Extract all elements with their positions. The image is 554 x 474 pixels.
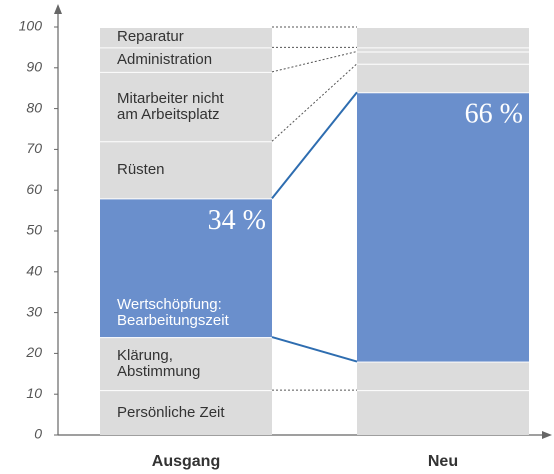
bar-segment [100, 198, 272, 338]
legend-label: Administration [117, 50, 213, 68]
bar-segment [100, 47, 272, 72]
y-tick-label: 0 [34, 426, 42, 442]
bar-segment [357, 390, 529, 435]
x-axis-arrow [542, 431, 552, 439]
bar-segment [100, 390, 272, 435]
bar-segment [357, 92, 529, 362]
y-tick-label: 80 [26, 99, 42, 115]
x-tick-label: Neu [428, 453, 458, 470]
x-tick-label: Ausgang [152, 453, 220, 470]
value-label: 66 % [465, 99, 523, 130]
legend-label: Mitarbeiter nicht am Arbeitsplatz [117, 89, 224, 123]
y-axis-arrow [54, 4, 62, 14]
y-tick-label: 60 [26, 181, 42, 197]
legend-label: Reparatur [117, 28, 184, 46]
legend-label: Klärung, Abstimmung [117, 346, 201, 380]
bar-segment [100, 27, 272, 48]
bar-segment [100, 141, 272, 199]
connector [271, 336, 358, 363]
y-tick-label: 50 [26, 222, 42, 238]
y-tick-label: 10 [26, 385, 42, 401]
y-tick-label: 40 [26, 263, 42, 279]
legend-label: Wertschöpfung: Bearbeitungszeit [117, 296, 229, 330]
y-tick-label: 100 [19, 18, 43, 34]
bar-segment [100, 337, 272, 391]
value-label: 34 % [208, 205, 266, 236]
bar-segment [357, 47, 529, 52]
bar-segment [357, 63, 529, 93]
legend-label: Persönliche Zeit [117, 403, 225, 421]
connector [271, 91, 358, 199]
y-tick-label: 30 [26, 303, 42, 319]
bar-segment [100, 71, 272, 142]
bar-segment [357, 361, 529, 391]
connector [271, 63, 358, 142]
connector [271, 50, 358, 73]
y-tick-label: 20 [25, 344, 42, 360]
bar-segment [357, 27, 529, 48]
y-tick-label: 90 [26, 59, 42, 75]
y-tick-label: 70 [26, 140, 42, 156]
legend-label: Rüsten [117, 160, 165, 178]
bar-segment [357, 51, 529, 64]
